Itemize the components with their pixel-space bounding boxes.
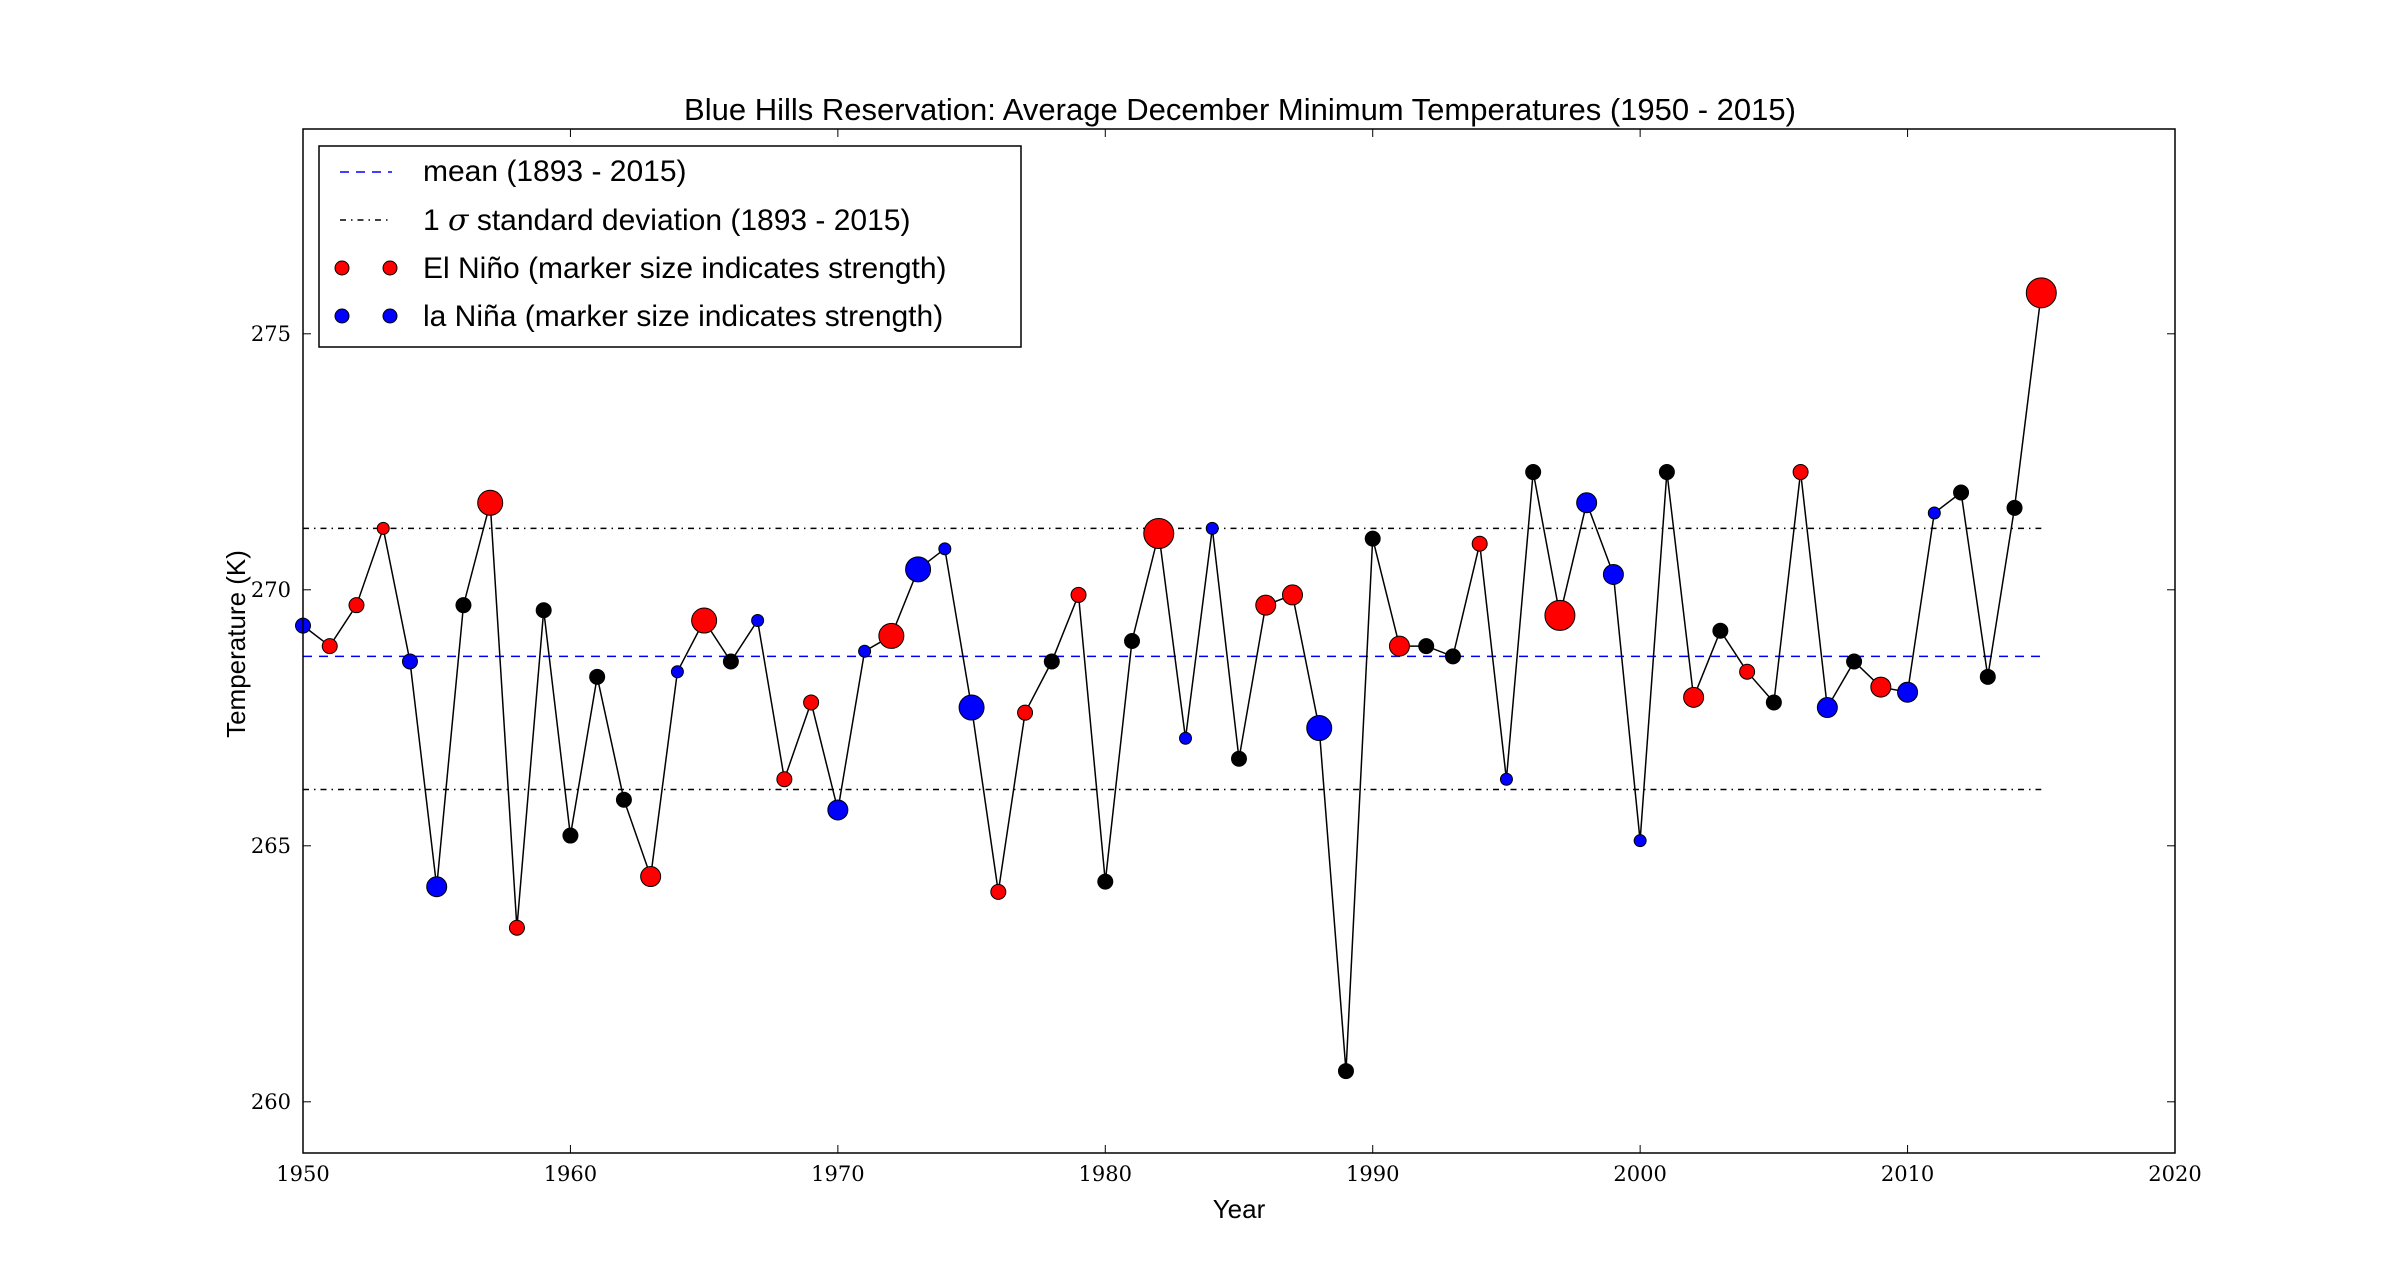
data-point-1951 <box>321 638 338 655</box>
data-point-1985 <box>1231 750 1247 767</box>
data-point-1999 <box>1602 563 1624 585</box>
legend-box <box>318 145 1022 348</box>
legend-el-nino-marker-1 <box>334 260 350 276</box>
data-point-1960 <box>562 827 579 844</box>
data-point-1976 <box>990 883 1007 900</box>
data-point-1977 <box>1017 704 1034 721</box>
data-point-2001 <box>1658 464 1675 481</box>
x-tick-label-1950: 1950 <box>276 1162 329 1186</box>
legend-std-label-sigma: σ <box>448 203 470 238</box>
x-tick-label-1990: 1990 <box>1346 1162 1399 1186</box>
x-axis-label: Year <box>1213 1194 1266 1224</box>
x-tick-labels: 1950 1960 1970 1980 1990 2000 2010 2020 <box>276 1162 2201 1186</box>
legend-std-label: 1 σ standard deviation (1893 - 2015) <box>423 203 910 238</box>
data-point-1952 <box>348 597 365 614</box>
legend-la-nina-marker-1 <box>334 308 350 324</box>
data-point-1957 <box>477 489 504 516</box>
data-point-2014 <box>2006 499 2023 516</box>
data-point-1988 <box>1306 715 1333 742</box>
data-point-2004 <box>1739 663 1756 680</box>
y-tick-label-260: 260 <box>251 1090 291 1114</box>
data-point-2002 <box>1683 686 1705 708</box>
y-tick-label-275: 275 <box>251 322 291 346</box>
y-tick-label-270: 270 <box>251 578 291 602</box>
data-point-2011 <box>1927 506 1941 520</box>
data-point-1965 <box>691 607 718 634</box>
data-point-1969 <box>803 694 820 711</box>
legend-el-nino-label: El Niño (marker size indicates strength) <box>423 252 947 285</box>
data-point-1958 <box>508 919 525 936</box>
data-point-1956 <box>455 597 472 614</box>
data-point-1983 <box>1179 731 1193 745</box>
legend-std-label-prefix: 1 <box>423 204 448 237</box>
data-point-2007 <box>1816 697 1838 719</box>
data-point-1984 <box>1205 521 1219 535</box>
data-point-2006 <box>1792 464 1809 481</box>
data-point-2003 <box>1712 622 1729 639</box>
legend-el-nino-marker-2 <box>382 260 398 276</box>
x-tick-label-2010: 2010 <box>1881 1162 1934 1186</box>
data-point-1964 <box>670 665 684 679</box>
axis-ticks <box>302 129 2176 1153</box>
data-point-1953 <box>376 521 390 535</box>
data-point-1996 <box>1525 464 1542 481</box>
data-point-1954 <box>401 653 418 670</box>
data-point-1978 <box>1043 653 1060 670</box>
chart-title: Blue Hills Reservation: Average December… <box>684 92 1796 127</box>
data-point-1972 <box>878 622 905 649</box>
data-point-1989 <box>1337 1063 1354 1080</box>
data-point-1963 <box>640 866 662 888</box>
data-point-1961 <box>589 668 606 685</box>
data-point-1979 <box>1070 586 1087 603</box>
data-point-2000 <box>1633 834 1647 848</box>
data-point-1993 <box>1444 648 1461 665</box>
data-point-1971 <box>858 644 872 658</box>
data-point-1986 <box>1255 594 1277 616</box>
data-point-1981 <box>1124 633 1141 649</box>
x-tick-label-2020: 2020 <box>2148 1162 2201 1186</box>
data-point-1955 <box>426 876 448 898</box>
legend-mean-label: mean (1893 - 2015) <box>423 155 687 188</box>
data-point-1974 <box>938 542 952 556</box>
legend-std-label-suffix: standard deviation (1893 - 2015) <box>469 204 911 237</box>
data-markers <box>295 277 2057 1080</box>
data-point-1966 <box>722 653 739 670</box>
x-tick-label-1960: 1960 <box>544 1162 597 1186</box>
data-point-1973 <box>905 556 932 583</box>
data-point-2012 <box>1953 484 1970 501</box>
data-point-2008 <box>1846 653 1863 670</box>
data-point-2015 <box>2025 277 2057 309</box>
data-point-1990 <box>1364 530 1381 547</box>
data-point-1992 <box>1418 638 1435 655</box>
data-point-1995 <box>1499 772 1513 786</box>
data-point-2009 <box>1870 676 1892 698</box>
y-tick-label-265: 265 <box>251 834 291 858</box>
data-point-2010 <box>1897 681 1919 703</box>
data-point-1970 <box>827 799 849 821</box>
legend-la-nina-label: la Niña (marker size indicates strength) <box>423 300 943 333</box>
y-axis-label: Temperature (K) <box>221 550 251 738</box>
x-tick-label-1980: 1980 <box>1079 1162 1132 1186</box>
x-tick-label-1970: 1970 <box>811 1162 864 1186</box>
plot-area-frame <box>302 128 2176 1154</box>
legend-la-nina-marker-2 <box>382 308 398 324</box>
data-point-2005 <box>1765 694 1782 711</box>
data-point-1994 <box>1471 535 1488 552</box>
data-point-1987 <box>1281 584 1303 606</box>
data-point-1959 <box>535 602 552 619</box>
y-tick-labels: 260 265 270 275 <box>251 322 291 1114</box>
data-point-1980 <box>1097 873 1114 890</box>
data-point-1968 <box>776 771 793 788</box>
data-point-1982 <box>1143 517 1175 549</box>
data-point-1991 <box>1388 635 1410 657</box>
data-point-1962 <box>615 791 632 808</box>
data-point-1975 <box>958 694 985 721</box>
x-tick-label-2000: 2000 <box>1613 1162 1666 1186</box>
legend: mean (1893 - 2015) 1 σ standard deviatio… <box>318 145 1022 348</box>
data-point-2013 <box>1979 668 1996 685</box>
data-point-1967 <box>751 614 765 628</box>
data-point-1998 <box>1576 492 1598 514</box>
data-point-1997 <box>1544 599 1576 631</box>
